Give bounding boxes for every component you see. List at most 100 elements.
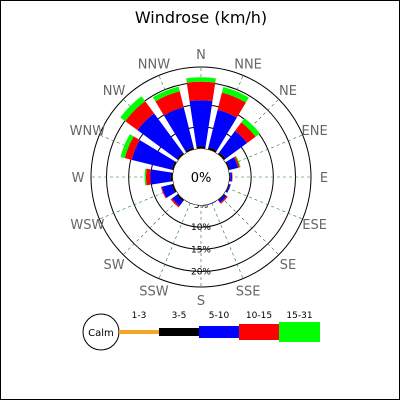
bar-SE-3-5 (217, 193, 225, 201)
direction-label-SSE: SSE (236, 285, 261, 300)
wind-bars (120, 77, 260, 208)
direction-label-N: N (196, 48, 206, 63)
bar-E-1-3 (228, 172, 230, 182)
bar-W-15-31 (144, 168, 147, 186)
bar-N-10-15 (186, 81, 216, 102)
bar-SSW-3-5 (186, 200, 195, 205)
bar-NW-3-5 (176, 152, 185, 161)
bar-W-3-5 (170, 172, 173, 182)
bar-S-3-5 (196, 204, 206, 206)
grid-spoke-SW (123, 196, 182, 255)
grid-spoke-SE (220, 196, 279, 255)
bar-SSE-5-10 (207, 201, 216, 206)
direction-label-ENE: ENE (302, 124, 328, 139)
legend-swatch-15-31 (279, 322, 320, 342)
bar-WSW-10-15 (160, 186, 167, 199)
legend-swatch-3-5 (159, 328, 199, 336)
legend-label-5-10: 5-10 (209, 311, 230, 321)
bar-ENE-1-3 (224, 162, 229, 171)
bar-NE-1-3 (217, 154, 224, 161)
bar-SE-10-15 (219, 195, 228, 204)
bar-WNW-5-10 (131, 140, 176, 170)
bar-ESE-1-3 (224, 183, 229, 192)
bar-N-1-3 (196, 148, 206, 150)
direction-label-NNW: NNW (138, 57, 170, 72)
bar-NNW-5-10 (163, 107, 194, 152)
bar-NNE-15-31 (221, 87, 249, 103)
direction-labels: N NNE NE ENE E ESE SE SSE S SSW SW WSW W WNW NW NNW (70, 48, 328, 309)
bar-ESE-5-10 (226, 184, 231, 193)
bar-NNW-10-15 (155, 91, 184, 116)
bar-NW-10-15 (125, 101, 155, 131)
bar-N-3-5 (196, 146, 206, 149)
bar-NNW-15-31 (152, 86, 180, 102)
direction-label-SW: SW (103, 258, 124, 273)
bar-WSW-3-5 (171, 183, 177, 193)
bar-WNW-10-15 (124, 136, 140, 160)
grid-spoke-WSW (99, 187, 176, 220)
bar-N-15-31 (186, 77, 216, 83)
bar-W-1-3 (172, 172, 174, 182)
bar-NE-15-31 (241, 118, 260, 137)
legend-label-1-3: 1-3 (132, 311, 147, 321)
grid-spoke-SSW (158, 202, 191, 279)
legend-label-10-15: 10-15 (246, 311, 272, 321)
bar-SW-3-5 (176, 193, 185, 202)
legend: Calm 1-3 3-5 5-10 10-15 15-31 (82, 311, 320, 351)
bar-SE-5-10 (218, 194, 227, 203)
bar-WSW-5-10 (161, 184, 176, 198)
legend-label-3-5: 3-5 (172, 311, 187, 321)
direction-label-NW: NW (103, 84, 126, 99)
bar-ENE-5-10 (226, 157, 239, 170)
legend-calm-label: Calm (88, 328, 114, 339)
direction-label-SSW: SSW (139, 285, 169, 300)
grid-ring-outer (90, 66, 312, 288)
bar-NNE-5-10 (208, 109, 237, 151)
bar-NNE-1-3 (207, 149, 216, 154)
ring-label-15%: 15% (191, 245, 211, 255)
polar-grid (90, 66, 312, 288)
bar-NNE-3-5 (207, 147, 217, 153)
bar-WNW-1-3 (173, 162, 178, 171)
legend-swatch-5-10 (199, 326, 239, 338)
bar-E-3-5 (229, 172, 231, 182)
bar-ENE-10-15 (233, 156, 240, 168)
bar-SE-1-3 (217, 193, 224, 200)
grid-spoke-SSE (211, 202, 244, 279)
direction-label-WSW: WSW (70, 218, 104, 233)
bar-NW-15-31 (120, 96, 146, 122)
center-label: 0% (191, 171, 212, 186)
bar-SSE-3-5 (207, 200, 216, 205)
bar-W-10-15 (145, 168, 151, 186)
bar-SW-1-3 (178, 193, 185, 200)
bar-NE-5-10 (219, 130, 248, 159)
direction-label-ESE: ESE (302, 218, 327, 233)
bar-WSW-1-3 (173, 183, 178, 192)
direction-label-S: S (197, 294, 205, 309)
bar-WNW-3-5 (171, 161, 177, 171)
ring-labels: 5% 10% 15% 20% (191, 201, 211, 277)
bar-ESE-3-5 (225, 183, 230, 193)
bar-ENE-15-31 (235, 155, 241, 168)
bar-N-5-10 (189, 100, 213, 147)
grid-spoke-ENE (226, 134, 303, 167)
bar-E-10-15 (231, 172, 233, 182)
legend-label-15-31: 15-31 (286, 311, 312, 321)
bar-E-5-10 (229, 172, 233, 182)
bar-NNW-3-5 (185, 147, 195, 153)
ring-label-10%: 10% (191, 223, 211, 233)
bar-WNW-15-31 (120, 134, 134, 159)
grid-spoke-ESE (226, 187, 303, 220)
direction-label-SE: SE (280, 258, 296, 273)
bar-NE-3-5 (217, 152, 226, 161)
legend-swatch-1-3 (119, 330, 159, 334)
bar-SW-5-10 (172, 194, 184, 206)
chart-title: Windrose (km/h) (135, 8, 267, 27)
direction-label-W: W (72, 171, 85, 186)
bar-W-5-10 (150, 169, 172, 185)
bar-NNW-1-3 (186, 149, 195, 154)
direction-label-E: E (320, 171, 328, 186)
direction-label-NE: NE (279, 84, 297, 99)
